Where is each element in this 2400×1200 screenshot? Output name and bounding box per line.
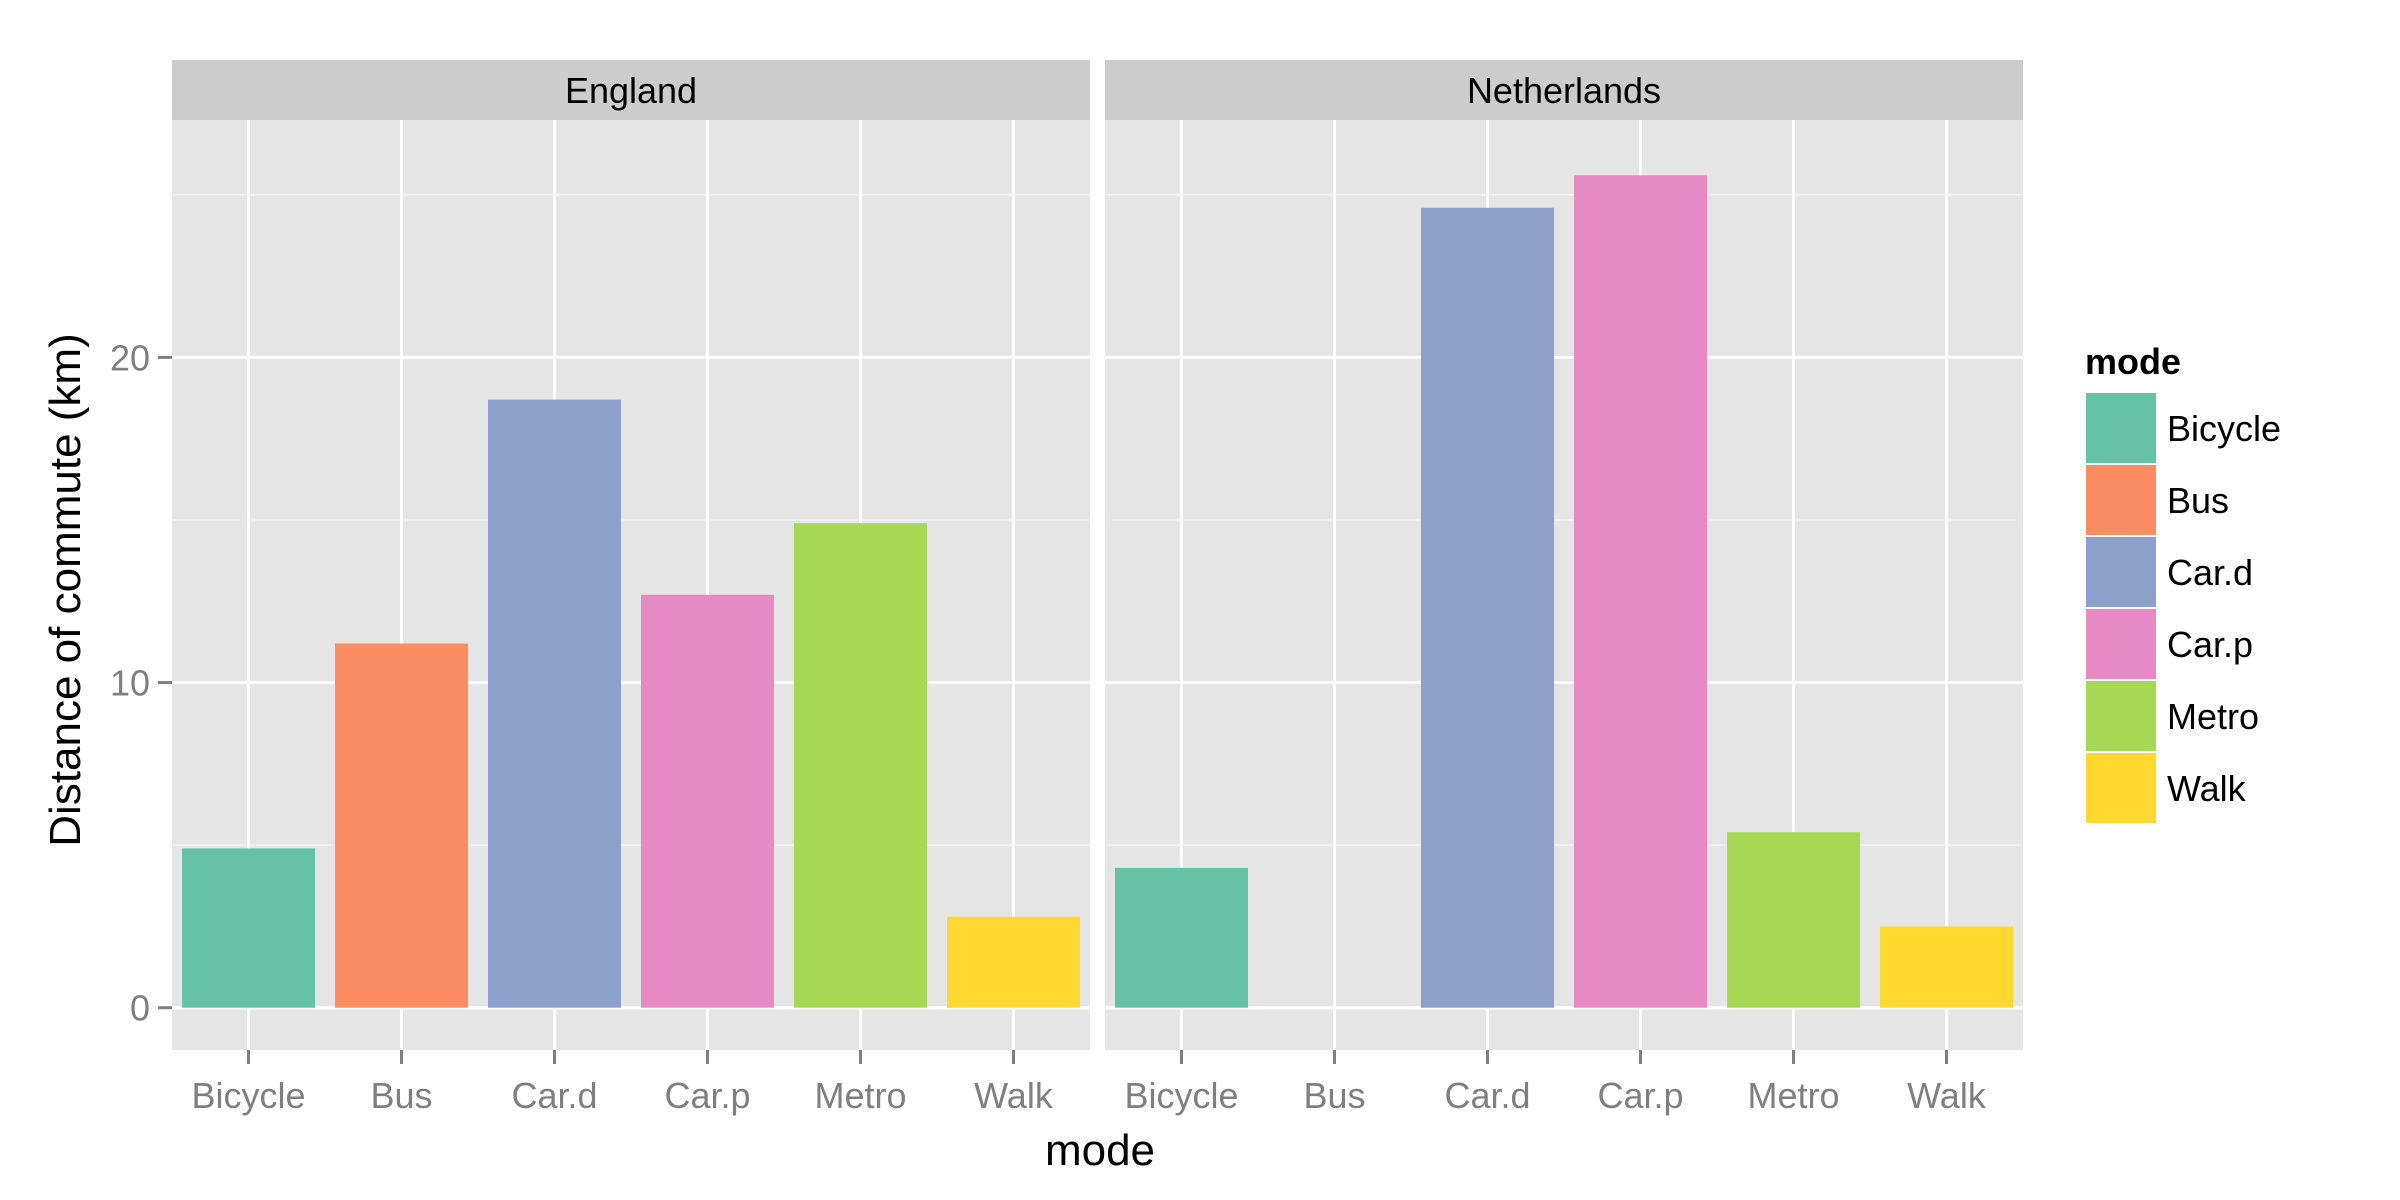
bar-england-bicycle xyxy=(182,848,315,1008)
legend: mode Bicycle Bus Car.d Car.p Metro Walk xyxy=(2084,341,2281,825)
bar-netherlands-bicycle xyxy=(1115,867,1248,1008)
facet-strip xyxy=(172,60,1090,120)
legend-key-bicycle xyxy=(2084,391,2158,465)
legend-key-car-p xyxy=(2084,607,2158,681)
bar-england-bus xyxy=(335,643,468,1008)
legend-label: Car.d xyxy=(2167,552,2253,593)
legend-key-walk xyxy=(2084,751,2158,825)
x-tick-label: Car.p xyxy=(1597,1075,1683,1116)
x-tick-label: Car.p xyxy=(664,1075,750,1116)
y-axis: 0 10 20 xyxy=(110,337,172,1029)
bar-netherlands-car-p xyxy=(1574,175,1707,1008)
bar-england-car-p xyxy=(641,594,774,1008)
bar-netherlands-car-d xyxy=(1421,207,1554,1008)
facet-panel-netherlands: Netherlands Bicycle Bus Car.d Car.p Metro Walk xyxy=(1105,60,2023,1116)
legend-key-car-d xyxy=(2084,535,2158,609)
x-tick-label: Walk xyxy=(1907,1075,1987,1116)
bar-netherlands-walk xyxy=(1880,926,2013,1008)
bar-netherlands-metro xyxy=(1727,832,1860,1008)
x-tick-label: Car.d xyxy=(1444,1075,1530,1116)
legend-label: Metro xyxy=(2167,696,2259,737)
x-tick-label: Bus xyxy=(1303,1075,1365,1116)
legend-key-bus xyxy=(2084,463,2158,537)
legend-label: Bus xyxy=(2167,480,2229,521)
x-tick-label: Walk xyxy=(974,1075,1054,1116)
bar-england-walk xyxy=(947,916,1080,1008)
y-tick-label: 20 xyxy=(110,337,150,378)
x-tick-label: Car.d xyxy=(511,1075,597,1116)
facet-panel-england: England Bicycle Bus Car.d Car.p Metro Walk xyxy=(172,60,1090,1116)
legend-title: mode xyxy=(2085,341,2181,382)
facet-strip xyxy=(1105,60,2023,120)
legend-label: Bicycle xyxy=(2167,408,2281,449)
legend-label: Car.p xyxy=(2167,624,2253,665)
y-tick-label: 0 xyxy=(130,988,150,1029)
y-axis-title: Distance of commute (km) xyxy=(41,333,90,846)
bar-england-car-d xyxy=(488,399,621,1008)
facet-strip-label: Netherlands xyxy=(1467,70,1661,111)
facet-strip-label: England xyxy=(565,70,697,111)
bar-england-metro xyxy=(794,523,927,1008)
y-tick-label: 10 xyxy=(110,663,150,704)
panel-background xyxy=(172,120,1090,1050)
x-tick-label: Bus xyxy=(370,1075,432,1116)
x-tick-label: Bicycle xyxy=(1124,1075,1238,1116)
x-axis-title: mode xyxy=(1045,1126,1155,1175)
legend-key-metro xyxy=(2084,679,2158,753)
legend-label: Walk xyxy=(2167,768,2247,809)
x-tick-label: Bicycle xyxy=(191,1075,305,1116)
x-tick-label: Metro xyxy=(814,1075,906,1116)
panel-background xyxy=(1105,120,2023,1050)
x-tick-label: Metro xyxy=(1747,1075,1839,1116)
